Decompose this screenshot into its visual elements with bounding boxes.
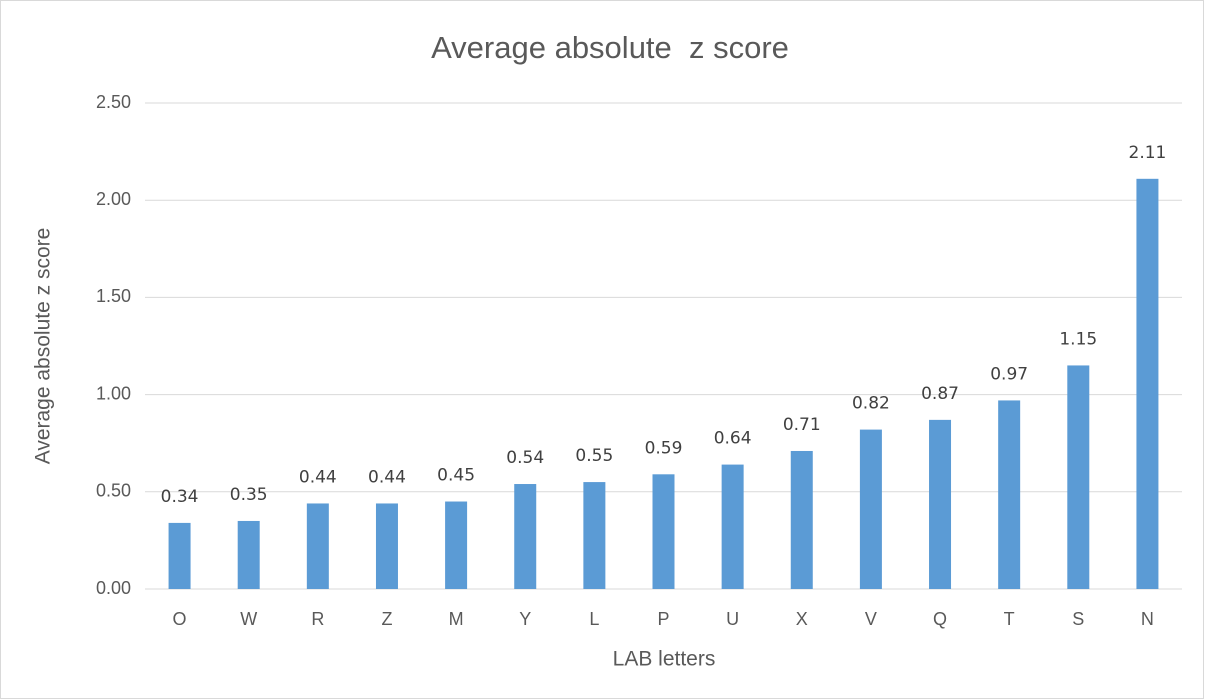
x-tick-label: T [1004, 609, 1015, 629]
bar [168, 522, 191, 589]
data-label: 0.71 [783, 415, 821, 435]
x-tick-label: N [1141, 609, 1154, 629]
data-label: 0.44 [368, 467, 406, 487]
data-label: 0.44 [299, 467, 337, 487]
y-tick-label: 0.00 [96, 578, 131, 598]
x-tick-label: V [865, 609, 877, 629]
data-label: 0.59 [645, 438, 683, 458]
x-tick-label: Q [933, 609, 947, 629]
data-label: 0.45 [437, 466, 475, 486]
y-tick-label: 0.50 [96, 481, 131, 501]
data-label: 0.35 [230, 485, 268, 505]
chart-title: Average absolute z score [431, 30, 789, 65]
data-label: 0.64 [714, 429, 752, 449]
x-axis-label: LAB letters [613, 648, 716, 671]
data-label: 0.87 [921, 384, 959, 404]
bar [306, 503, 329, 589]
bar [859, 429, 882, 589]
x-tick-label: R [311, 609, 324, 629]
data-label: 0.82 [852, 394, 890, 414]
bar [445, 501, 468, 589]
bar [583, 482, 606, 589]
x-tick-label: M [449, 609, 464, 629]
x-tick-label: U [726, 609, 739, 629]
bar [375, 503, 398, 589]
y-tick-label: 2.00 [96, 189, 131, 209]
bar [652, 474, 675, 589]
data-label: 0.54 [506, 448, 544, 468]
x-tick-label: W [240, 609, 257, 629]
y-axis-label: Average absolute z score [32, 228, 55, 465]
bar [237, 520, 260, 589]
y-tick-label: 2.50 [96, 92, 131, 112]
bar [929, 419, 952, 589]
x-tick-label: Y [519, 609, 531, 629]
data-label: 2.11 [1129, 143, 1167, 163]
bar [514, 484, 537, 589]
y-tick-label: 1.50 [96, 286, 131, 306]
x-tick-label: O [173, 609, 187, 629]
x-tick-label: X [796, 609, 808, 629]
x-tick-label: Z [381, 609, 392, 629]
y-tick-label: 1.00 [96, 383, 131, 403]
bar [721, 464, 744, 589]
x-tick-label: S [1072, 609, 1084, 629]
x-tick-label: P [657, 609, 669, 629]
data-label: 1.15 [1059, 329, 1097, 349]
bar [1067, 365, 1090, 589]
x-tick-label: L [589, 609, 599, 629]
data-label: 0.97 [990, 364, 1028, 384]
bar [1136, 178, 1159, 590]
bar [998, 400, 1021, 589]
bar [790, 450, 813, 589]
data-label: 0.55 [575, 446, 613, 466]
data-label: 0.34 [161, 487, 199, 507]
